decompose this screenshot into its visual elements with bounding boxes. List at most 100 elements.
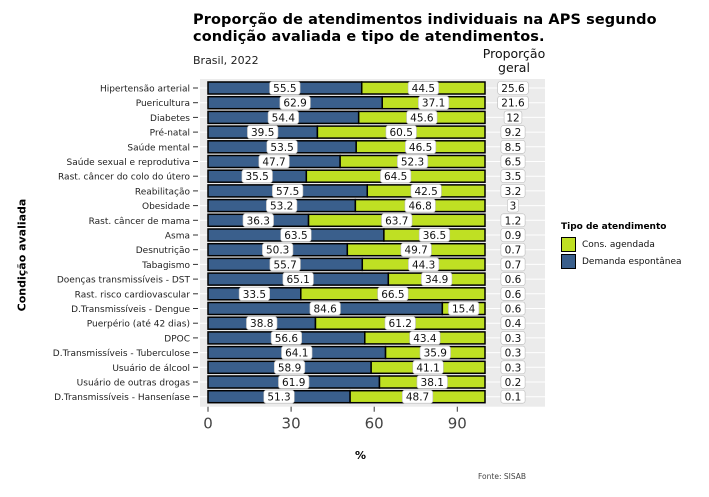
legend-title: Tipo de atendimento <box>561 222 667 232</box>
y-tick-label: Asma <box>165 232 190 242</box>
proportion-label-text: 25.6 <box>501 83 525 95</box>
proportion-label-text: 0.6 <box>505 274 522 286</box>
y-tick-label: Hipertensão arterial <box>100 85 190 95</box>
data-label-agendada-text: 52.3 <box>401 157 424 169</box>
legend-label-demanda: Demanda espontânea <box>582 256 682 267</box>
proportion-label-text: 3 <box>510 201 517 213</box>
y-tick-label: Obesidade <box>142 202 190 212</box>
data-label-demanda-text: 64.1 <box>285 348 308 360</box>
y-tick-label: Rast. risco cardiovascular <box>75 290 191 300</box>
data-label-agendada: 43.4 <box>409 331 441 345</box>
data-label-agendada-box <box>384 316 416 331</box>
proportion-label: 0.7 <box>500 257 526 271</box>
proportion-label-text: 0.4 <box>505 318 522 330</box>
data-label-demanda-box <box>272 184 304 198</box>
y-tick-label: Diabetes <box>150 114 190 124</box>
proportion-label-text: 12 <box>506 112 519 124</box>
data-label-agendada-text: 15.4 <box>452 304 476 316</box>
data-label-demanda: 57.5 <box>272 184 304 198</box>
chart-title: Proporção de atendimentos individuais na… <box>193 12 703 46</box>
data-label-agendada-text: 41.1 <box>416 362 439 374</box>
y-tick-label: Usuário de álcool <box>112 364 190 374</box>
proportion-label: 0.3 <box>500 331 526 345</box>
data-label-agendada-box <box>448 301 480 316</box>
data-label-agendada: 36.5 <box>418 228 451 242</box>
y-tick-label: Doenças transmissíveis - DST <box>57 276 191 286</box>
data-label-demanda-text: 56.6 <box>275 333 299 345</box>
data-label-agendada: 42.5 <box>410 184 442 198</box>
proportion-label-box <box>500 360 526 375</box>
y-tick-label: D.Transmissíveis - Dengue <box>71 305 190 315</box>
proportion-label-text: 0.7 <box>505 245 522 257</box>
data-label-demanda: 36.3 <box>242 213 274 227</box>
proportion-label-box <box>500 272 526 286</box>
source-note: Fonte: SISAB <box>478 472 527 481</box>
data-label-demanda-text: 54.4 <box>272 112 296 124</box>
data-label-demanda: 38.8 <box>246 316 278 331</box>
data-label-demanda-box <box>282 272 314 286</box>
proportion-label: 0.6 <box>500 272 526 286</box>
data-label-agendada-text: 36.5 <box>423 230 446 242</box>
data-label-demanda-box <box>247 125 279 139</box>
proportion-label-box <box>500 345 526 360</box>
data-label-demanda-text: 53.5 <box>270 142 293 154</box>
data-label-demanda: 62.9 <box>279 95 311 110</box>
proportion-label-box <box>503 110 523 125</box>
proportion-label: 0.9 <box>500 228 526 242</box>
y-tick-label: Rast. câncer de mama <box>89 217 190 227</box>
proportion-label-box <box>506 198 519 213</box>
data-label-agendada: 41.1 <box>412 360 444 374</box>
data-label-agendada-text: 61.2 <box>389 318 412 330</box>
data-label-demanda-text: 65.1 <box>286 274 309 286</box>
data-label-demanda: 51.3 <box>263 389 295 404</box>
proportion-label-text: 3.5 <box>505 171 522 183</box>
data-label-agendada: 52.3 <box>396 154 429 169</box>
proportion-label-box <box>500 331 526 345</box>
proportion-label: 0.2 <box>500 375 526 389</box>
y-tick-label: Pré-natal <box>150 128 190 139</box>
proportion-label-text: 1.2 <box>505 215 522 227</box>
data-label-agendada-text: 63.7 <box>385 215 408 227</box>
data-label-demanda: 50.3 <box>262 242 294 257</box>
data-label-demanda: 84.6 <box>309 301 341 316</box>
data-label-agendada: 60.5 <box>385 125 417 139</box>
y-tick-label: Puericultura <box>136 99 190 109</box>
data-label-demanda-text: 53.2 <box>270 201 293 213</box>
data-label-demanda-box <box>246 316 278 331</box>
data-label-agendada-text: 44.5 <box>412 83 435 95</box>
legend-label-agendada: Cons. agendada <box>582 239 655 250</box>
data-label-demanda-box <box>258 154 290 169</box>
data-label-demanda-text: 36.3 <box>247 215 270 227</box>
data-label-agendada-box <box>404 140 437 154</box>
data-label-demanda-text: 62.9 <box>283 98 306 110</box>
x-tick-label: 60 <box>365 415 384 433</box>
proportion-label-text: 21.6 <box>501 98 525 110</box>
data-label-agendada-text: 34.9 <box>425 274 448 286</box>
proportion-label: 0.3 <box>500 360 526 375</box>
proportion-label-box <box>500 184 526 198</box>
data-label-demanda-box <box>269 257 301 272</box>
data-label-agendada-box <box>406 110 438 125</box>
data-label-agendada: 49.7 <box>400 242 432 257</box>
data-label-agendada-box <box>396 154 429 169</box>
data-label-agendada: 66.5 <box>377 286 409 301</box>
data-label-agendada: 44.5 <box>407 81 439 95</box>
data-label-demanda-text: 55.7 <box>273 259 296 271</box>
proportion-label: 3.2 <box>500 184 526 198</box>
data-label-demanda-text: 39.5 <box>251 127 274 139</box>
data-label-demanda-box <box>238 286 270 301</box>
legend-item-demanda: Demanda espontânea <box>561 253 682 270</box>
x-axis-label: % <box>355 449 367 462</box>
data-label-demanda-text: 57.5 <box>276 186 299 198</box>
proportion-label-box <box>500 301 526 316</box>
data-label-agendada-text: 66.5 <box>381 289 404 301</box>
proportion-label: 3 <box>506 198 519 213</box>
data-label-demanda-box <box>241 169 273 183</box>
data-label-agendada: 35.9 <box>419 345 451 360</box>
data-label-agendada: 45.6 <box>406 110 438 125</box>
proportion-label: 8.5 <box>500 140 526 154</box>
data-label-agendada-text: 49.7 <box>404 245 427 257</box>
proportion-label-box <box>500 169 526 183</box>
data-label-demanda: 54.4 <box>267 110 299 124</box>
data-label-agendada: 34.9 <box>421 272 453 286</box>
